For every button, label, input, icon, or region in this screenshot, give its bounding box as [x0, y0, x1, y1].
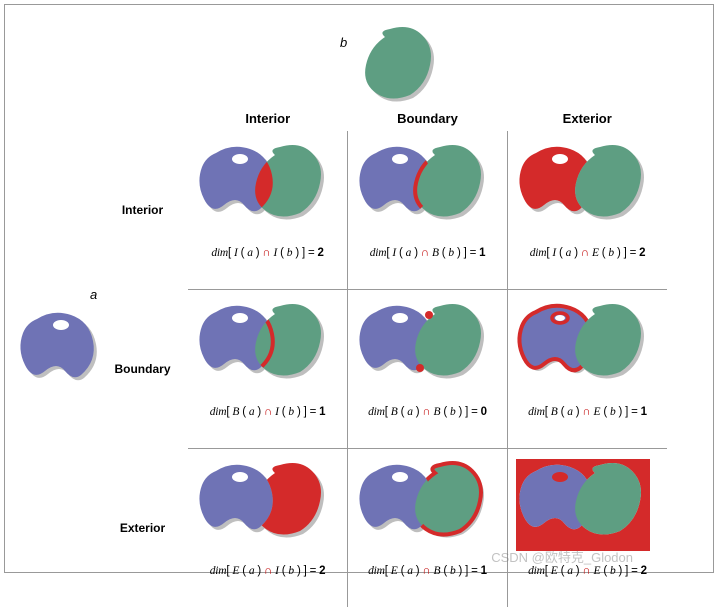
shape-b-preview [340, 25, 460, 100]
col-header-interior: Interior [188, 105, 348, 131]
col-header-boundary: Boundary [348, 105, 508, 131]
caption-IE: dim[ I ( a ) ∩ E ( b ) ] = 2 [510, 245, 665, 259]
row-header-boundary: Boundary [105, 290, 188, 449]
cell-EB: dim[ E ( a ) ∩ B ( b ) ] = 1 [348, 449, 508, 607]
cell-EI: dim[ E ( a ) ∩ I ( b ) ] = 2 [188, 449, 348, 607]
row-header-exterior: Exterior [105, 449, 188, 607]
cell-BB: dim[ B ( a ) ∩ B ( b ) ] = 0 [348, 290, 508, 449]
caption-EE: dim[ E ( a ) ∩ E ( b ) ] = 2 [510, 563, 665, 577]
de9im-grid: Interior Boundary Exterior Interior [105, 105, 705, 607]
diagram-container: b a Interior Boundary Exterior Interior [4, 4, 714, 573]
cell-EE: dim[ E ( a ) ∩ E ( b ) ] = 2 [508, 449, 668, 607]
caption-II: dim[ I ( a ) ∩ I ( b ) ] = 2 [190, 245, 345, 259]
cell-BI: dim[ B ( a ) ∩ I ( b ) ] = 1 [188, 290, 348, 449]
caption-EI: dim[ E ( a ) ∩ I ( b ) ] = 2 [190, 563, 345, 577]
caption-BI: dim[ B ( a ) ∩ I ( b ) ] = 1 [190, 404, 345, 418]
cell-IE: dim[ I ( a ) ∩ E ( b ) ] = 2 [508, 131, 668, 290]
shape-a-label: a [90, 287, 97, 302]
row-header-interior: Interior [105, 131, 188, 290]
cell-IB: dim[ I ( a ) ∩ B ( b ) ] = 1 [348, 131, 508, 290]
caption-BB: dim[ B ( a ) ∩ B ( b ) ] = 0 [350, 404, 505, 418]
caption-IB: dim[ I ( a ) ∩ B ( b ) ] = 1 [350, 245, 505, 259]
col-header-exterior: Exterior [508, 105, 668, 131]
caption-EB: dim[ E ( a ) ∩ B ( b ) ] = 1 [350, 563, 505, 577]
cell-II: dim[ I ( a ) ∩ I ( b ) ] = 2 [188, 131, 348, 290]
shape-a-preview [13, 305, 103, 395]
cell-BE: dim[ B ( a ) ∩ E ( b ) ] = 1 [508, 290, 668, 449]
caption-BE: dim[ B ( a ) ∩ E ( b ) ] = 1 [510, 404, 665, 418]
